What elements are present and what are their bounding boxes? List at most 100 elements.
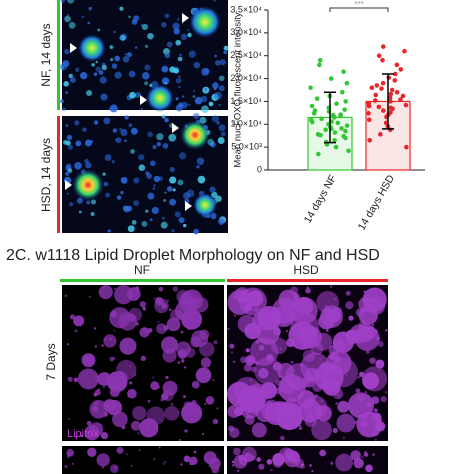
droplet (183, 455, 191, 463)
data-point (388, 91, 394, 97)
speckle (164, 191, 167, 194)
droplet (139, 301, 147, 308)
speckle (166, 186, 173, 192)
speckle (164, 82, 167, 85)
droplet (130, 464, 133, 467)
droplet (165, 375, 169, 379)
droplet (270, 337, 288, 355)
speckle (138, 164, 146, 171)
speckle (91, 63, 95, 67)
droplet (330, 461, 334, 465)
droplet (345, 290, 351, 296)
row-label: NF, 14 days (39, 23, 53, 86)
speckle (75, 140, 82, 147)
droplet (328, 357, 358, 388)
droplet (335, 453, 353, 472)
data-point (380, 44, 386, 49)
droplet (74, 329, 78, 333)
droplet (231, 464, 235, 467)
droplet (243, 363, 252, 372)
speckle (156, 142, 162, 147)
droplet (297, 390, 316, 408)
data-point (388, 105, 394, 111)
data-point (398, 97, 403, 102)
droplet (97, 372, 112, 386)
speckle (153, 175, 160, 183)
droplet (99, 424, 102, 427)
droplet (290, 360, 294, 364)
droplet (94, 375, 99, 379)
speckle (114, 55, 121, 62)
speckle (69, 76, 76, 83)
droplet (311, 470, 314, 473)
speckle (60, 99, 64, 104)
droplet (357, 376, 360, 379)
droplet (157, 321, 160, 324)
droplet (255, 340, 260, 344)
data-point (378, 132, 383, 137)
speckle (218, 124, 226, 132)
droplet (374, 438, 377, 441)
speckle (124, 115, 129, 120)
droplet (300, 464, 306, 469)
droplet (298, 426, 303, 430)
speckle (120, 190, 124, 195)
droplet (233, 447, 241, 456)
speckle (149, 83, 153, 87)
y-tick-label: 1.5×10⁴ (230, 96, 262, 106)
droplet (266, 459, 273, 465)
speckle (69, 202, 74, 207)
speckle (181, 101, 188, 109)
row-label: HSD, 14 days (39, 138, 53, 212)
speckle (74, 120, 80, 126)
speckle (133, 177, 140, 184)
speckle (103, 117, 111, 125)
droplet (187, 327, 191, 331)
speckle (211, 115, 219, 123)
droplet (299, 325, 322, 349)
droplet (365, 464, 373, 473)
speckle (218, 75, 225, 82)
speckle (164, 52, 171, 59)
droplet (87, 447, 97, 458)
speckle (95, 60, 98, 64)
droplet (280, 377, 297, 394)
speckle (144, 81, 149, 86)
speckle (172, 22, 180, 30)
droplet (64, 464, 68, 469)
droplet (89, 400, 109, 419)
speckle (217, 218, 225, 226)
droplet (200, 357, 212, 368)
speckle (204, 87, 208, 92)
speckle (147, 131, 153, 138)
data-point (333, 144, 339, 150)
droplet (232, 295, 237, 299)
micrograph (62, 446, 224, 474)
droplet (113, 285, 134, 305)
speckle (200, 95, 208, 103)
speckle (113, 30, 116, 34)
droplet (212, 379, 215, 382)
data-point (387, 95, 393, 101)
speckle (100, 93, 108, 101)
droplet (247, 290, 264, 307)
data-point (386, 75, 392, 80)
speckle (122, 55, 130, 63)
droplet (115, 382, 124, 390)
droplet (208, 457, 221, 470)
droplet (320, 372, 333, 385)
droplet (129, 364, 132, 367)
droplet (297, 327, 303, 332)
data-point (374, 83, 380, 88)
speckle (142, 71, 150, 80)
droplet (244, 414, 255, 425)
speckle (90, 199, 97, 205)
speckle (193, 228, 199, 235)
speckle (67, 168, 73, 173)
speckle (174, 211, 181, 218)
speckle (171, 229, 175, 233)
droplet (153, 297, 156, 300)
data-point (338, 112, 343, 117)
droplet (97, 388, 100, 391)
speckle (149, 160, 156, 167)
